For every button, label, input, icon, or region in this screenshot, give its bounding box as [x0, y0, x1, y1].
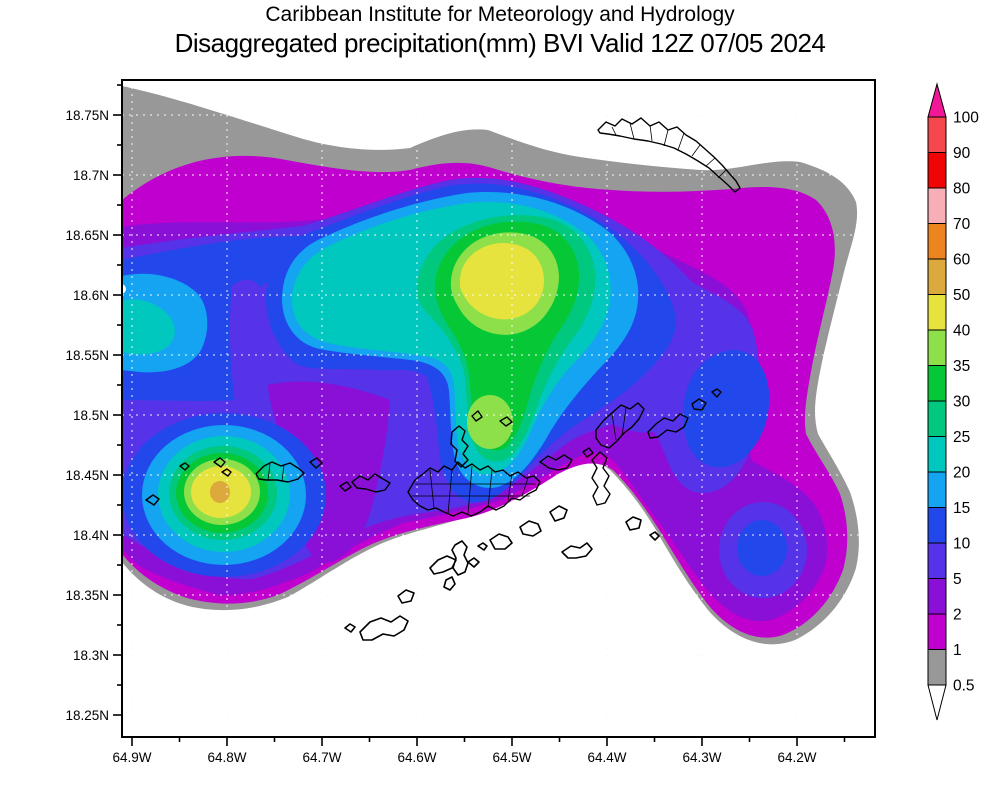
colorbar-under-arrow: [927, 684, 947, 721]
colorbar-segment: [927, 116, 947, 153]
lon-axis-labels: 64.9W 64.8W 64.7W 64.6W 64.5W 64.4W 64.3W 64.2W: [112, 750, 816, 765]
colorbar-segment: [927, 223, 947, 260]
lat-axis-labels: 18.75N 18.7N 18.65N 18.6N 18.55N 18.5N 18.45N 1…: [65, 108, 109, 723]
colorbar-tick-label: 15: [953, 500, 970, 517]
precip-contour-field: [116, 86, 859, 645]
lat-tick-label: 18.3N: [73, 648, 109, 663]
colorbar-tick-label: 35: [953, 358, 970, 375]
colorbar-tick-label: 0.5: [953, 678, 975, 695]
lat-tick-label: 18.6N: [73, 288, 109, 303]
colorbar-segment: [927, 613, 947, 650]
colorbar-tick-label: 10: [953, 536, 971, 553]
institution-title: Caribbean Institute for Meteorology and …: [265, 3, 735, 26]
lon-tick-label: 64.7W: [302, 750, 341, 765]
colorbar-segment: [927, 649, 947, 686]
lon-tick-label: 64.3W: [682, 750, 721, 765]
colorbar-tick-label: 60: [953, 252, 971, 269]
colorbar-tick-label: 25: [953, 429, 970, 446]
contour-35-tongue: [467, 395, 513, 449]
lat-tick-label: 18.4N: [73, 528, 109, 543]
lat-tick-label: 18.7N: [73, 168, 109, 183]
axis-ticks: [113, 84, 846, 746]
contour-10-se-blob: [737, 520, 787, 576]
colorbar-tick-label: 30: [953, 394, 971, 411]
lat-tick-label: 18.55N: [65, 348, 109, 363]
lat-tick-label: 18.45N: [65, 468, 109, 483]
colorbar-segment: [927, 436, 947, 473]
figure-titles: Caribbean Institute for Meteorology and …: [0, 2, 1000, 58]
southern-cays: [344, 505, 660, 641]
contour-20-west-blob: [122, 299, 175, 355]
colorbar-tick-label: 90: [953, 145, 971, 162]
map-frame: [121, 79, 876, 738]
contour-5-gap-strip: [229, 279, 283, 456]
lon-tick-label: 64.9W: [112, 750, 151, 765]
colorbar-segment: [927, 187, 947, 224]
colorbar-over-arrow: [927, 82, 947, 118]
colorbar-tick-label: 2: [953, 607, 962, 624]
colorbar-tick-label: 1: [953, 642, 962, 659]
colorbar-segment: [927, 152, 947, 189]
bullseye-50: [210, 481, 230, 503]
lat-tick-label: 18.75N: [65, 108, 109, 123]
colorbar-segment: [927, 578, 947, 615]
colorbar-tick-label: 80: [953, 181, 971, 198]
latlon-grid-over: [122, 80, 875, 737]
lon-tick-label: 64.6W: [397, 750, 436, 765]
colorbar-segment: [927, 507, 947, 544]
lat-tick-label: 18.35N: [65, 588, 109, 603]
colorbar-tick-label: 5: [953, 571, 962, 588]
colorbar: 100 90 80 70 60 50 40 35 30 25 20 15 10 5 2 1 0.5: [927, 82, 979, 721]
colorbar-tick-label: 40: [953, 323, 971, 340]
colorbar-segment: [927, 329, 947, 366]
jost-van-dyke-islands: [145, 457, 323, 506]
colorbar-segment: [927, 365, 947, 402]
lon-tick-label: 64.4W: [587, 750, 626, 765]
colorbar-segment: [927, 294, 947, 331]
lat-tick-label: 18.65N: [65, 228, 109, 243]
lon-tick-label: 64.8W: [207, 750, 246, 765]
lon-tick-label: 64.5W: [492, 750, 531, 765]
colorbar-segment: [927, 400, 947, 437]
tortola-islands: [339, 410, 594, 517]
colorbar-segment: [927, 471, 947, 508]
contour-10-east-blob: [683, 350, 770, 468]
virgin-gorda-islands: [591, 388, 722, 506]
colorbar-tick-label: 20: [953, 465, 971, 482]
colorbar-tick-label: 70: [953, 216, 971, 233]
colorbar-segment: [927, 542, 947, 579]
colorbar-tick-label: 50: [953, 287, 971, 304]
colorbar-tick-label: 100: [953, 110, 979, 127]
lat-tick-label: 18.25N: [65, 708, 109, 723]
lon-tick-label: 64.2W: [777, 750, 816, 765]
figure-title: Disaggregated precipitation(mm) BVI Vali…: [174, 28, 826, 58]
anegada-island: [597, 117, 741, 193]
contour-40-central: [460, 243, 544, 320]
bvi-island-outlines: [145, 117, 741, 641]
colorbar-segment: [927, 258, 947, 295]
lat-tick-label: 18.5N: [73, 408, 109, 423]
